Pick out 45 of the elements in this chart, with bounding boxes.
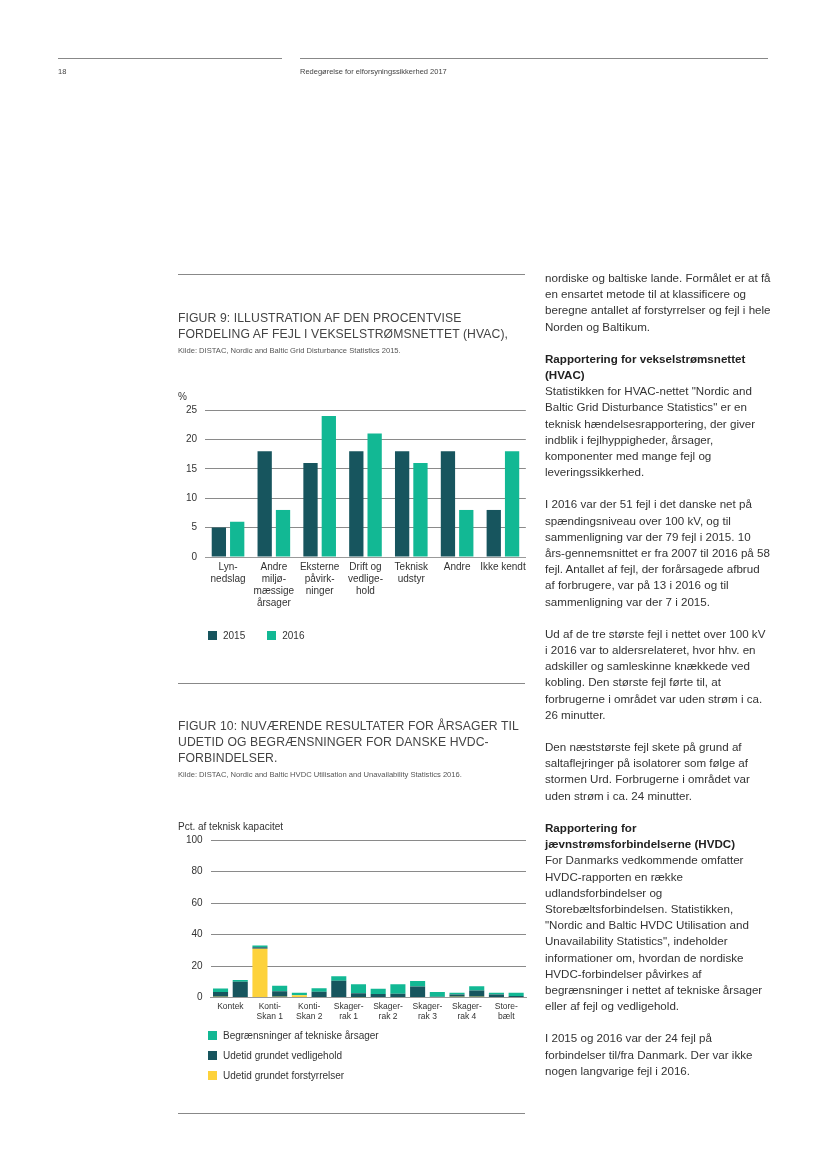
y-tick-label: 5: [191, 521, 198, 533]
y-tick-label: 0: [197, 991, 204, 1003]
chart-title: FIGUR 10: NUVÆRENDE RESULTATER FOR ÅRSAGER TIL UDETID OG BEGRÆNSNINGER FOR DANSKE HVDC-FORBINDELSER.: [178, 718, 520, 766]
legend-label: 2016: [282, 630, 305, 641]
x-tick-label: Andre miljø-mæssige årsager: [253, 560, 295, 608]
x-tick-label: Konti-Skan 2: [295, 1001, 323, 1022]
text: Statistikken for HVAC-nettet "Nordic and Baltic Grid Disturbance Statistics" er en teknisk hændelsesrapportering, der giver indblik i fejlhyppigheder, årsager, komponenter med mange fejl og leveringssikkerhed.: [545, 383, 757, 481]
text: Ud af de tre største fejl i nettet over 100 kV i 2016 var to aldersrelateret, hvor hhv. en adskiller og samleskinne knækkede ved kobling. Den største fejl førte til, at forbrugerne i området var uden strøm i ca. 26 minutter.: [545, 625, 767, 723]
text: Rapportering for vekselstrømsnettet (HVAC): [545, 350, 747, 383]
x-tick-label: Konti-Skan 1: [256, 1001, 284, 1022]
y-tick-label: 0: [191, 550, 198, 562]
x-tick-label: Lyn-nedslag: [210, 560, 246, 584]
y-tick-label: 80: [191, 865, 204, 877]
text: Den næststørste fejl skete på grund af saltaflejringer på isolatorer som følge af stormen Urd. Forbrugerne i området var uden strøm i ca. 24 minutter.: [545, 739, 751, 804]
x-tick-label: Drift og vedlige-hold: [347, 560, 383, 596]
text: nordiske og baltiske lande. Formålet er at få en ensartet metode til at klassificere og beregne antallet af forstyrrelser og fejl i hele Norden og Baltikum.: [545, 270, 771, 335]
y-tick-label: 20: [191, 959, 204, 971]
y-tick-label: 100: [186, 833, 204, 845]
text: For Danmarks vedkommende omfatter HVDC-rapporten en række udlandsforbindelser og Storebæltsforbindelsen. Statistikken, "Nordic and Baltic HVDC Utilisation and Unavailability Statistics", indeholder informationer om, hvordan de nordiske HVDC-forbindelser påvirkes af begrænsninger i nettet af tekniske årsager eller af fejl og vedligehold.: [545, 853, 763, 1013]
y-tick-label: 15: [186, 462, 198, 474]
chart-title: FIGUR 9: ILLUSTRATION AF DEN PROCENTVISE FORDELING AF FEJL I VEKSELSTRØMSNETTET (HVAC),: [178, 310, 510, 342]
x-tick-label: Ikke kendt: [480, 560, 526, 572]
x-tick-label: Teknisk udstyr: [394, 560, 429, 584]
y-axis-title: %: [178, 390, 187, 402]
y-tick-label: 10: [186, 491, 198, 503]
text: I 2016 var der 51 fejl i det danske net på spændingsniveau over 100 kV, og til sammenligning var der 79 fejl i 2015. 10 års-gennemsnittet er fra 2007 til 2016 på 58 fejl. Antallet af fejl, der forårsagede afbrud af forbrugere, var på 13 i 2016 og til sammenligning var der 7 i 2015.: [545, 496, 771, 610]
y-axis-title: Pct. af teknisk kapacitet: [178, 820, 284, 832]
text: I 2015 og 2016 var der 24 fejl på forbindelser til/fra Danmark. Der var ikke nogen langvarige fejl i 2016.: [545, 1030, 754, 1079]
text: Rapportering for jævnstrømsforbindelserne (HVDC): [545, 819, 737, 853]
x-tick-label: Eksterne påvirk-ninger: [299, 560, 340, 596]
x-tick-label: Skager-rak 4: [452, 1001, 482, 1022]
x-tick-label: Store-bælt: [494, 1001, 519, 1022]
legend-label: Udetid grundet vedligehold: [223, 1050, 342, 1061]
legend-label: Udetid grundet forstyrrelser: [223, 1070, 345, 1081]
y-tick-label: 60: [191, 896, 204, 908]
x-tick-label: Skager-rak 1: [333, 1001, 364, 1022]
y-tick-label: 40: [191, 928, 204, 940]
legend-label: Begrænsninger af tekniske årsager: [223, 1030, 379, 1041]
x-tick-label: Andre: [443, 560, 471, 572]
x-tick-label: Kontek: [217, 1001, 245, 1012]
y-tick-label: 25: [186, 403, 198, 415]
y-tick-label: 20: [186, 433, 198, 445]
x-tick-label: Skager-rak 3: [412, 1001, 443, 1022]
legend-label: 2015: [223, 630, 246, 641]
x-tick-label: Skager-rak 2: [373, 1001, 404, 1022]
